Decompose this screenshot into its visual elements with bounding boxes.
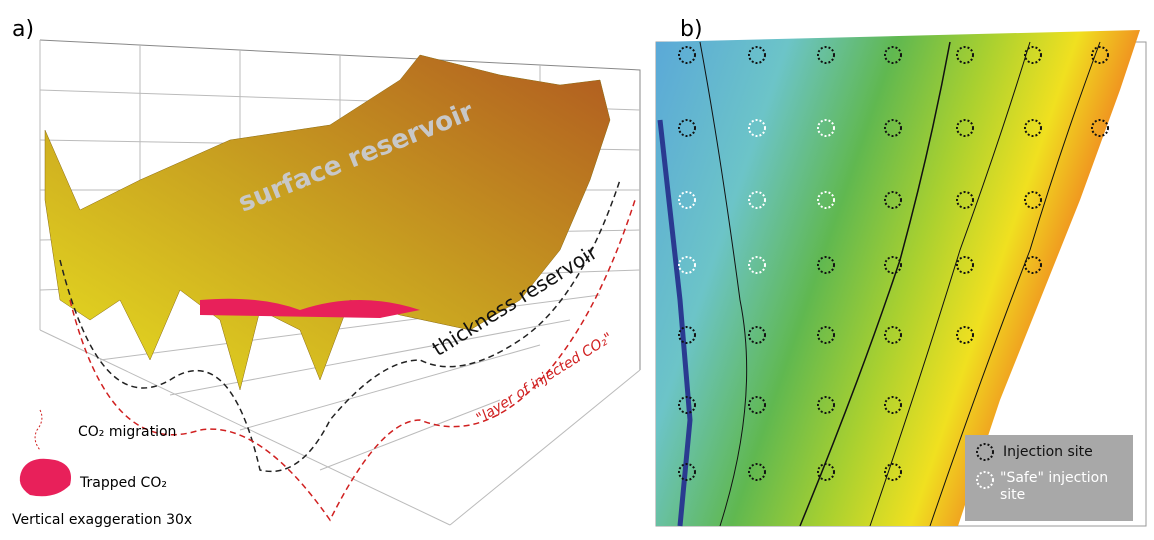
site-marker <box>1091 119 1109 137</box>
migration-symbol <box>34 409 43 451</box>
site-marker <box>748 463 766 481</box>
site-marker <box>956 119 974 137</box>
trapped-co2 <box>200 298 420 318</box>
legend-text: "Safe" injection site <box>1000 470 1109 503</box>
site-marker <box>817 396 835 414</box>
legend-box <box>965 435 1133 521</box>
site-marker <box>884 256 902 274</box>
map-field <box>656 30 1140 526</box>
site-marker <box>884 396 902 414</box>
site-marker <box>1024 256 1042 274</box>
site-marker <box>884 463 902 481</box>
site-marker <box>748 46 766 64</box>
contour <box>869 41 1031 527</box>
legend-symbol <box>976 471 994 489</box>
deep-area <box>657 119 693 527</box>
legend-wrap: "Safe" injection site <box>1000 470 1109 503</box>
co2-layer-line <box>69 199 636 522</box>
site-marker <box>817 256 835 274</box>
site-marker <box>817 326 835 344</box>
reservoir-surface <box>44 54 611 391</box>
site-marker <box>678 396 696 414</box>
site-marker <box>884 119 902 137</box>
legend-text: Injection site <box>1003 444 1093 460</box>
site-marker <box>817 191 835 209</box>
site-marker <box>884 191 902 209</box>
injection-sites <box>678 46 1109 481</box>
site-marker <box>678 256 696 274</box>
site-marker <box>1024 191 1042 209</box>
site-marker <box>748 119 766 137</box>
site-marker <box>678 326 696 344</box>
panel-label: a) <box>12 17 34 42</box>
note: Vertical exaggeration 30x <box>12 512 192 528</box>
site-marker <box>748 396 766 414</box>
site-marker <box>817 463 835 481</box>
legend-text: Trapped CO₂ <box>79 475 167 491</box>
panel-label: b) <box>680 17 703 42</box>
site-marker <box>956 256 974 274</box>
site-marker <box>956 46 974 64</box>
site-marker <box>817 119 835 137</box>
site-marker <box>884 326 902 344</box>
site-marker <box>748 326 766 344</box>
site-marker <box>678 463 696 481</box>
site-marker <box>956 326 974 344</box>
contour <box>929 41 1101 527</box>
layer-label: "layer of injected CO₂" <box>474 330 616 427</box>
site-marker <box>748 256 766 274</box>
site-marker <box>1024 119 1042 137</box>
contour <box>699 41 748 527</box>
site-marker <box>678 119 696 137</box>
site-marker <box>1024 46 1042 64</box>
site-marker <box>678 46 696 64</box>
site-marker <box>884 46 902 64</box>
site-marker <box>748 191 766 209</box>
site-marker <box>817 46 835 64</box>
site-marker <box>678 191 696 209</box>
legend-symbol <box>976 443 994 461</box>
site-marker <box>1091 46 1109 64</box>
legend-text: CO₂ migration <box>78 424 176 440</box>
trapped-symbol <box>19 458 71 497</box>
site-marker <box>956 191 974 209</box>
